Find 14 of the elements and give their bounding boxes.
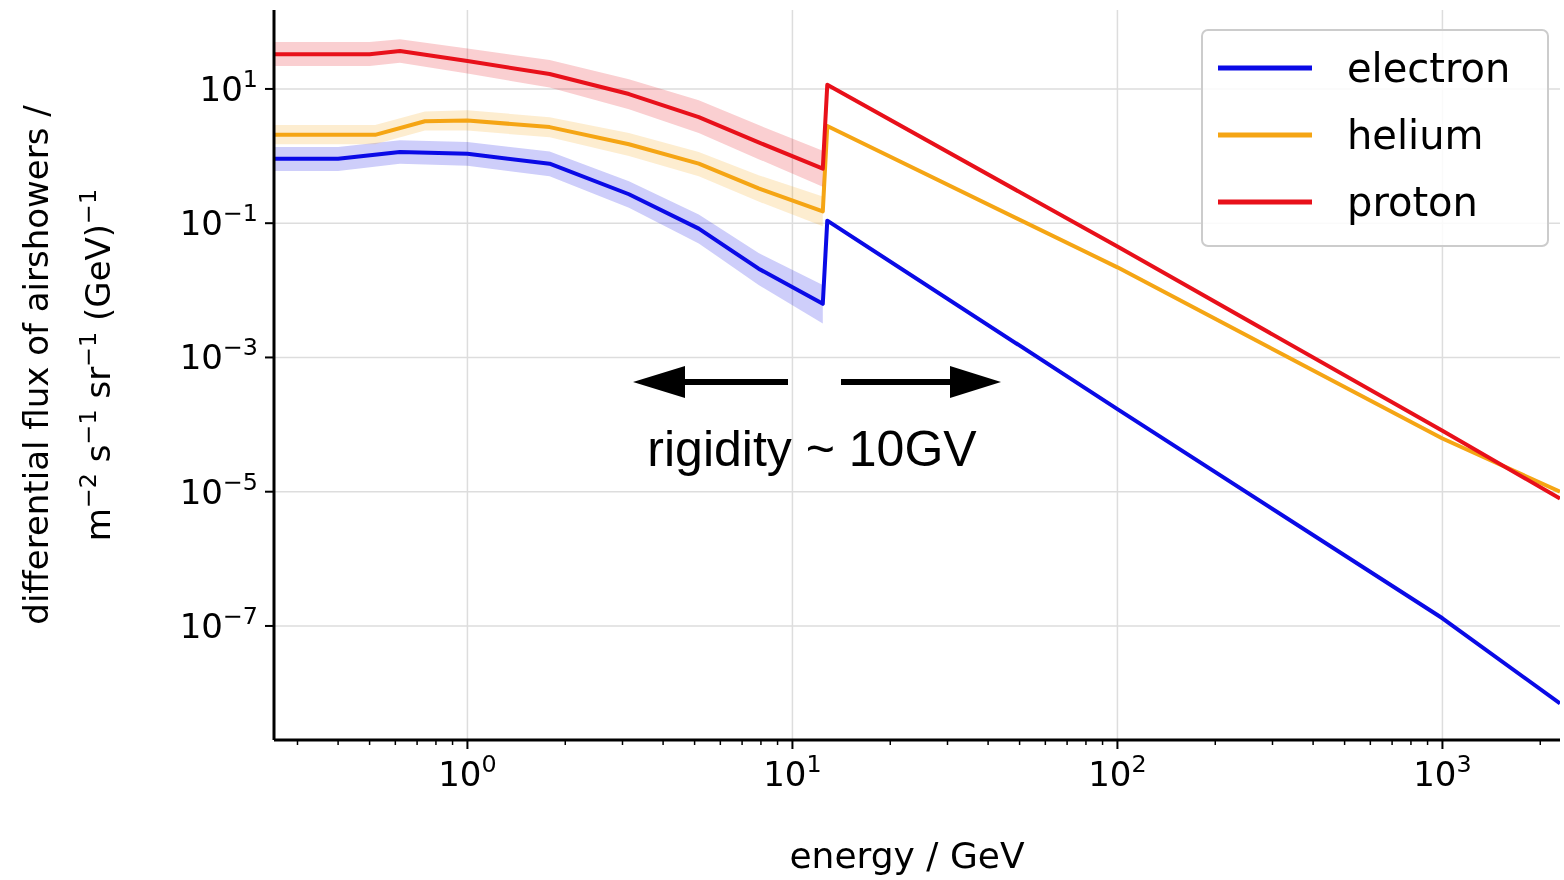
legend-label: helium — [1347, 112, 1484, 158]
y-tick-label: 10$^{−3}$ — [179, 333, 258, 378]
x-tick-label: 10$^{2}$ — [1088, 750, 1147, 794]
x-tick-label: 10$^{3}$ — [1413, 750, 1472, 794]
x-axis-title: energy / GeV — [789, 835, 1025, 876]
y-tick-label: 10$^{−5}$ — [179, 467, 258, 512]
x-tick-label: 10$^{0}$ — [438, 750, 497, 794]
annotation: rigidity ~ 10GV — [647, 421, 978, 477]
y-tick-label: 10$^{−7}$ — [179, 601, 258, 646]
y-tick-label: 10$^{−1}$ — [179, 199, 258, 244]
legend-label: proton — [1347, 179, 1478, 225]
legend-label: electron — [1347, 45, 1511, 91]
y-tick-label: 10$^{1}$ — [199, 64, 258, 109]
x-tick-label: 10$^{1}$ — [763, 750, 822, 794]
